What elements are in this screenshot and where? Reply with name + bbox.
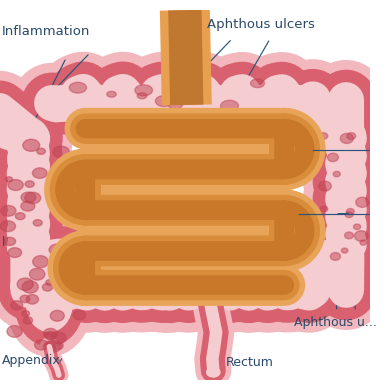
Ellipse shape [355,231,368,241]
Ellipse shape [345,232,353,239]
Ellipse shape [73,310,86,320]
Ellipse shape [53,208,66,217]
Ellipse shape [341,248,348,253]
Ellipse shape [45,332,56,340]
Ellipse shape [26,294,39,304]
Ellipse shape [346,209,354,214]
Ellipse shape [155,96,173,106]
Ellipse shape [22,281,38,293]
Text: Rectum: Rectum [225,356,273,369]
Ellipse shape [156,116,164,121]
Ellipse shape [11,301,23,310]
Ellipse shape [15,213,25,220]
Ellipse shape [53,146,69,158]
Ellipse shape [27,277,72,332]
Text: Inflammation: Inflammation [2,25,90,37]
Ellipse shape [356,197,369,207]
Ellipse shape [5,177,12,182]
Ellipse shape [44,328,57,339]
Ellipse shape [347,133,356,140]
Ellipse shape [7,326,22,337]
Ellipse shape [60,264,73,274]
Text: Appendix: Appendix [2,355,61,367]
Ellipse shape [135,85,152,96]
Ellipse shape [37,148,45,154]
Ellipse shape [54,342,63,349]
Ellipse shape [43,283,53,291]
Ellipse shape [137,93,147,99]
Ellipse shape [23,139,40,151]
Ellipse shape [177,113,193,122]
Ellipse shape [319,181,332,191]
Ellipse shape [46,280,53,285]
Ellipse shape [50,310,64,321]
Ellipse shape [107,91,116,97]
Ellipse shape [55,212,63,218]
Ellipse shape [353,224,361,230]
Ellipse shape [4,237,16,246]
Ellipse shape [138,115,152,124]
Text: —: — [337,207,349,220]
Ellipse shape [327,153,339,161]
Ellipse shape [190,92,207,102]
Ellipse shape [22,310,30,317]
Ellipse shape [221,100,238,112]
Ellipse shape [23,317,33,324]
Ellipse shape [333,171,340,177]
Ellipse shape [58,199,66,204]
Ellipse shape [49,244,66,255]
Text: Aphthous ulcers: Aphthous ulcers [207,18,314,31]
Ellipse shape [15,262,83,346]
Ellipse shape [340,133,353,144]
Ellipse shape [20,295,30,303]
Ellipse shape [345,212,353,218]
Text: l: l [2,236,5,249]
Ellipse shape [250,79,264,88]
Ellipse shape [319,133,328,139]
Ellipse shape [161,117,174,125]
Ellipse shape [25,181,34,187]
Ellipse shape [330,252,340,261]
Ellipse shape [8,248,21,257]
Ellipse shape [21,192,36,203]
Ellipse shape [32,168,47,178]
Ellipse shape [207,367,220,377]
Ellipse shape [21,201,35,211]
Ellipse shape [33,220,42,226]
Ellipse shape [17,278,33,291]
Ellipse shape [46,340,61,352]
Ellipse shape [8,179,23,190]
Ellipse shape [51,262,62,271]
Ellipse shape [30,268,45,280]
Ellipse shape [116,109,131,118]
Ellipse shape [51,332,66,344]
Ellipse shape [7,252,92,356]
Ellipse shape [203,365,224,380]
Text: Aphthous u...: Aphthous u... [294,316,377,330]
Ellipse shape [360,240,367,245]
Ellipse shape [320,206,328,212]
Ellipse shape [1,206,16,216]
Ellipse shape [69,82,87,93]
Ellipse shape [168,100,183,109]
Ellipse shape [25,192,41,204]
Ellipse shape [35,340,48,350]
Ellipse shape [0,221,16,232]
Ellipse shape [33,256,48,268]
Text: —: — [337,144,349,157]
